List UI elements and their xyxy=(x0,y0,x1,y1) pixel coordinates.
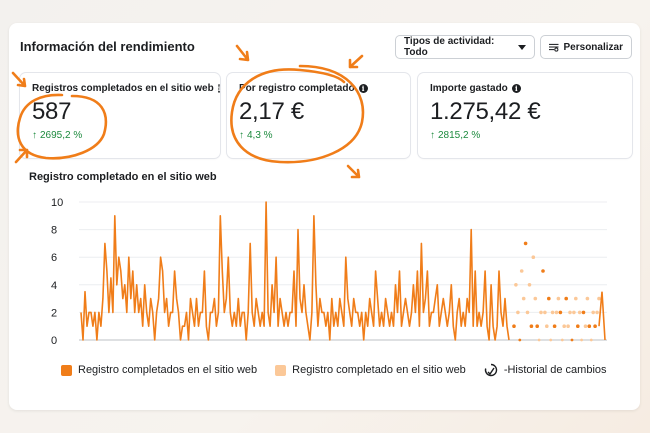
series-point-estimated[interactable] xyxy=(589,338,593,342)
card-label-text: Importe gastado xyxy=(430,83,508,94)
series-point-estimated[interactable] xyxy=(597,296,601,301)
card-value: 1.275,42 € xyxy=(430,98,541,125)
series-point-estimated[interactable] xyxy=(519,269,524,273)
series-point-estimated[interactable] xyxy=(514,283,518,287)
y-tick-label: 6 xyxy=(51,252,57,264)
series-point-estimated[interactable] xyxy=(564,296,568,301)
series-point-estimated[interactable] xyxy=(543,310,547,315)
y-tick-label: 10 xyxy=(51,197,63,209)
series-line-tail xyxy=(598,291,606,341)
series-point-estimated[interactable] xyxy=(552,324,557,329)
series-point-estimated[interactable] xyxy=(547,296,551,301)
legend-item-history[interactable]: -Historial de cambios xyxy=(484,363,607,377)
series-point-estimated[interactable] xyxy=(549,338,553,342)
activity-type-dropdown[interactable]: Tipos de actividad: Todo xyxy=(395,35,535,59)
customize-button[interactable]: Personalizar xyxy=(540,35,632,59)
series-point-estimated[interactable] xyxy=(576,324,580,329)
series-point-estimated[interactable] xyxy=(585,296,590,301)
legend-label-estimated: Registro completado en el sitio web xyxy=(292,364,466,376)
y-tick-label: 0 xyxy=(51,335,57,347)
metric-card-amount-spent[interactable]: Importe gastado i 1.275,42 € ↑ 2815,2 % xyxy=(418,73,632,158)
series-line-actual[interactable] xyxy=(80,201,510,341)
series-point-estimated[interactable] xyxy=(554,310,559,315)
series-point-estimated[interactable] xyxy=(529,324,534,329)
y-tick-label: 2 xyxy=(51,307,57,319)
series-point-estimated[interactable] xyxy=(580,338,583,342)
series-point-estimated[interactable] xyxy=(521,296,526,301)
performance-panel: Información del rendimiento Tipos de act… xyxy=(9,23,640,410)
legend-label-actual: Registro completados en el sitio web xyxy=(78,364,258,376)
card-change: ↑ 2815,2 % xyxy=(430,130,620,141)
customize-label: Personalizar xyxy=(563,41,623,53)
sliders-icon xyxy=(549,43,559,52)
series-point-estimated[interactable] xyxy=(591,310,595,315)
series-point-estimated[interactable] xyxy=(512,324,516,329)
series-point-estimated[interactable] xyxy=(535,324,539,329)
panel-title: Información del rendimiento xyxy=(20,39,195,54)
series-point-estimated[interactable] xyxy=(583,324,588,329)
series-point-estimated[interactable] xyxy=(581,310,586,315)
card-label: Importe gastado i xyxy=(430,83,620,94)
series-point-estimated[interactable] xyxy=(562,324,566,329)
series-point-estimated[interactable] xyxy=(570,338,574,342)
y-tick-label: 4 xyxy=(51,280,57,292)
series-point-estimated[interactable] xyxy=(518,338,522,342)
legend-swatch-actual xyxy=(61,364,72,376)
series-point-estimated[interactable] xyxy=(525,310,530,315)
series-point-estimated[interactable] xyxy=(556,296,561,301)
series-point-estimated[interactable] xyxy=(516,310,520,315)
series-point-estimated[interactable] xyxy=(541,269,545,273)
series-point-estimated[interactable] xyxy=(577,310,582,315)
info-icon[interactable]: i xyxy=(511,84,521,93)
y-tick-label: 8 xyxy=(51,225,57,237)
series-point-estimated[interactable] xyxy=(533,296,538,301)
series-point-estimated[interactable] xyxy=(568,310,572,315)
series-point-estimated[interactable] xyxy=(595,310,599,315)
caret-down-icon xyxy=(518,44,526,50)
series-point-estimated[interactable] xyxy=(560,338,564,342)
series-point-estimated[interactable] xyxy=(572,310,576,315)
chart-legend: Registro completados en el sitio web Reg… xyxy=(61,363,625,377)
series-point-estimated[interactable] xyxy=(558,310,563,315)
series-point-estimated[interactable] xyxy=(593,324,597,329)
legend-item-estimated[interactable]: Registro completado en el sitio web xyxy=(275,364,466,376)
legend-label-history: -Historial de cambios xyxy=(503,364,607,376)
series-point-estimated[interactable] xyxy=(550,310,555,315)
series-point-estimated[interactable] xyxy=(539,310,543,315)
arrow-up-icon: ↑ xyxy=(430,130,435,141)
series-point-estimated[interactable] xyxy=(587,324,592,329)
history-icon xyxy=(484,363,497,377)
series-point-estimated[interactable] xyxy=(523,241,528,246)
card-change-value: 2815,2 % xyxy=(438,130,481,141)
series-point-estimated[interactable] xyxy=(537,338,541,342)
card-label: Registros completados en el sitio web i xyxy=(32,83,221,94)
legend-item-actual[interactable]: Registro completados en el sitio web xyxy=(61,364,257,376)
activity-type-label: Tipos de actividad: Todo xyxy=(404,36,495,58)
line-chart[interactable]: 0 2 4 6 8 10 xyxy=(9,23,640,353)
series-point-estimated[interactable] xyxy=(527,283,532,287)
card-label-text: Registros completados en el sitio web xyxy=(32,83,214,94)
series-point-estimated[interactable] xyxy=(545,324,549,329)
series-point-estimated[interactable] xyxy=(574,296,578,301)
chart-title: Registro completado en el sitio web xyxy=(29,171,217,183)
series-point-estimated[interactable] xyxy=(566,324,570,329)
info-icon[interactable]: i xyxy=(217,84,221,93)
series-point-estimated[interactable] xyxy=(531,255,536,259)
legend-swatch-estimated xyxy=(275,364,287,376)
